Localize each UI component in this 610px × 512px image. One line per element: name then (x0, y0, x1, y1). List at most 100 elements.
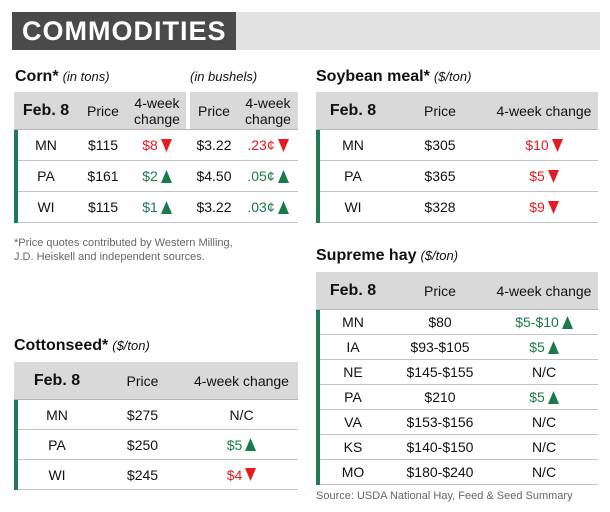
arrow-shape (160, 169, 172, 183)
footnote: *Price quotes contributed by Western Mil… (14, 237, 233, 263)
value-cell: $305 (424, 137, 456, 153)
column-header: Price (424, 282, 456, 299)
section-title: Soybean meal* ($/ton) (316, 68, 471, 86)
change-cell: $9 (490, 192, 598, 222)
arrow-shape (561, 315, 573, 329)
value-cell: $140-$150 (406, 439, 474, 455)
state-cell: WI (48, 466, 66, 483)
state-cell: WI (344, 199, 362, 215)
column-header: 4-week change (496, 102, 592, 119)
accent-bar (14, 400, 18, 490)
accent-bar (14, 130, 18, 223)
state-cell: MN (342, 314, 364, 330)
arrow-shape (551, 138, 563, 152)
trend-arrow (547, 390, 559, 404)
state-cell: WI (37, 199, 55, 215)
change-value: $5 (529, 389, 545, 405)
value-cell: $328 (424, 199, 456, 215)
unit: ($/ton) (112, 338, 150, 353)
arrow-shape (160, 200, 172, 214)
value-cell: $275 (126, 406, 159, 423)
state-cell: IA (346, 339, 360, 355)
arrow-shape (277, 169, 289, 183)
column-header: 4-week change (245, 94, 291, 127)
value-cell: $153-$156 (406, 414, 474, 430)
change-value: $2 (142, 168, 158, 184)
state-cell: MO (341, 464, 365, 480)
value-cell: $4.50 (186, 161, 238, 191)
change-value: $5 (226, 436, 243, 453)
change-cell: .23¢ (238, 130, 298, 160)
table: Feb. 8 Price 4-week change MN $80 $5-$10 IA $93… (316, 272, 598, 485)
change-value: $9 (529, 199, 545, 215)
accent-bar (316, 310, 320, 485)
state-cell: PA (48, 436, 66, 453)
table-row: PA $210 $5 (316, 385, 598, 410)
state-cell: MN (46, 406, 68, 423)
table-row: KS $140-$150 N/C (316, 435, 598, 460)
arrow-shape (547, 200, 559, 214)
trend-arrow (245, 438, 257, 451)
column-header: 4-week change (496, 282, 592, 299)
title-text: Corn* (15, 68, 59, 85)
change-value: .05¢ (247, 168, 275, 184)
table-row: WI $245 $4 (14, 460, 298, 490)
state-cell: VA (344, 414, 362, 430)
header-row: Feb. 8 Price 4-week change (14, 362, 298, 400)
trend-arrow (547, 340, 559, 354)
trend-arrow (551, 138, 563, 152)
accent-bar (316, 130, 320, 223)
table: Feb. 8 Price 4-week change MN $275 N/C PA $250 $… (14, 362, 298, 490)
change-value: .03¢ (247, 199, 275, 215)
change-value: $5 (529, 168, 545, 184)
value-cell: $365 (424, 168, 456, 184)
change-cell: $5 (490, 385, 598, 409)
state-cell: NE (343, 364, 363, 380)
trend-arrow (160, 169, 172, 183)
title-bar (236, 12, 600, 50)
title-box: COMMODITIES (12, 12, 236, 50)
section-title: Cottonseed* ($/ton) (14, 337, 150, 355)
section-title: Supreme hay ($/ton) (316, 247, 458, 265)
table-row: WI $115 $1 $3.22 .03¢ (14, 192, 298, 223)
table-row: MN $305 $10 (316, 130, 598, 161)
value-cell: $245 (126, 466, 159, 483)
column-header: Price (87, 102, 119, 119)
trend-arrow (245, 468, 257, 481)
arrow-shape (160, 138, 172, 152)
trend-arrow (277, 138, 289, 152)
unit: ($/ton) (433, 69, 472, 84)
value-cell: $250 (126, 436, 159, 453)
change-value: $4 (226, 466, 243, 483)
table: Feb. 8 Price 4-week change Price 4-week chan… (14, 92, 298, 223)
arrow-shape (277, 200, 289, 214)
column-header: Feb. 8 (22, 101, 70, 119)
column-header: 4-week change (134, 94, 180, 127)
value-cell: $180-$240 (406, 464, 474, 480)
arrow-shape (245, 438, 257, 451)
column-header: Feb. 8 (33, 371, 81, 389)
section-title: Corn* (in tons) (15, 68, 110, 86)
header-row: Feb. 8 Price 4-week change (316, 92, 598, 130)
change-cell: $8 (128, 130, 186, 160)
table-row: IA $93-$105 $5 (316, 335, 598, 360)
value-cell: $145-$155 (406, 364, 474, 380)
value-cell: N/C (531, 414, 557, 430)
value-cell: $115 (87, 199, 119, 215)
change-value: .23¢ (247, 137, 275, 153)
table-row: MN $80 $5-$10 (316, 310, 598, 335)
trend-arrow (160, 200, 172, 214)
state-cell: KS (343, 439, 363, 455)
page-title: COMMODITIES (22, 16, 227, 46)
column-header: Feb. 8 (329, 281, 377, 299)
value-cell: $210 (424, 389, 456, 405)
change-value: $5-$10 (515, 314, 559, 330)
state-cell: MN (35, 137, 57, 153)
header-row: Feb. 8 Price 4-week change Price 4-week chan… (14, 92, 298, 130)
table: Feb. 8 Price 4-week change MN $305 $10 PA $365 $… (316, 92, 598, 223)
title-text: Soybean meal* (316, 68, 430, 85)
change-value: $5 (529, 339, 545, 355)
trend-arrow (547, 169, 559, 183)
change-value: $10 (525, 137, 549, 153)
